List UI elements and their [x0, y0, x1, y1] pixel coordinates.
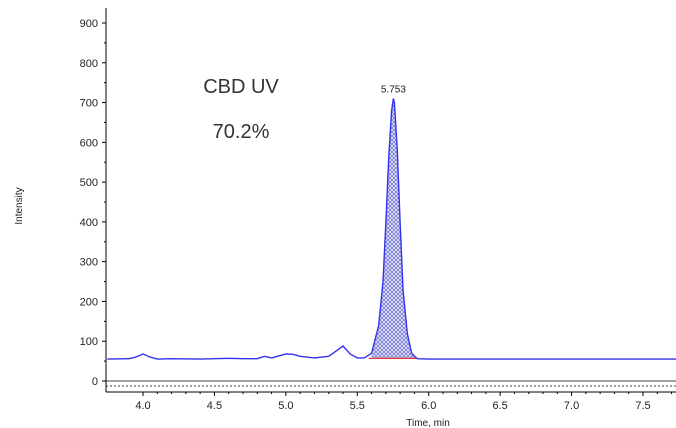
peak-fill-area — [368, 98, 418, 359]
y-tick-label: 800 — [80, 58, 98, 70]
y-axis-title: Intensity — [14, 187, 25, 224]
x-tick-label: 5.0 — [278, 400, 293, 412]
y-tick-label: 100 — [80, 336, 98, 348]
x-tick-label: 7.5 — [635, 400, 650, 412]
x-tick-label: 7.0 — [564, 400, 579, 412]
axes — [105, 8, 676, 393]
y-tick-label: 0 — [92, 376, 98, 388]
series-layer — [107, 98, 676, 360]
y-tick-label: 200 — [80, 296, 98, 308]
peak-area — [371, 98, 418, 359]
x-tick-label: 5.5 — [350, 400, 365, 412]
x-axis-title: Time, min — [406, 418, 450, 428]
x-tick-label: 4.5 — [207, 400, 222, 412]
ticks: 0 100 200 300 400 500 600 700 800 900 4.0 4.5 5.0 5.5… — [80, 18, 673, 412]
y-tick-label: 300 — [80, 257, 98, 269]
y-tick-label: 400 — [80, 217, 98, 229]
y-tick-label: 600 — [80, 137, 98, 149]
peak-label: 5.753 — [381, 85, 406, 96]
zero-reference-lines — [106, 380, 676, 387]
y-tick-label: 700 — [80, 98, 98, 110]
annotation-percent: 70.2% — [213, 121, 270, 143]
x-tick-label: 6.0 — [421, 400, 436, 412]
series-line — [107, 98, 676, 360]
y-tick-label: 500 — [80, 177, 98, 189]
annotation-compound: CBD UV — [203, 76, 279, 98]
y-tick-label: 900 — [80, 18, 98, 30]
x-tick-label: 4.0 — [135, 400, 150, 412]
x-tick-label: 6.5 — [492, 400, 507, 412]
